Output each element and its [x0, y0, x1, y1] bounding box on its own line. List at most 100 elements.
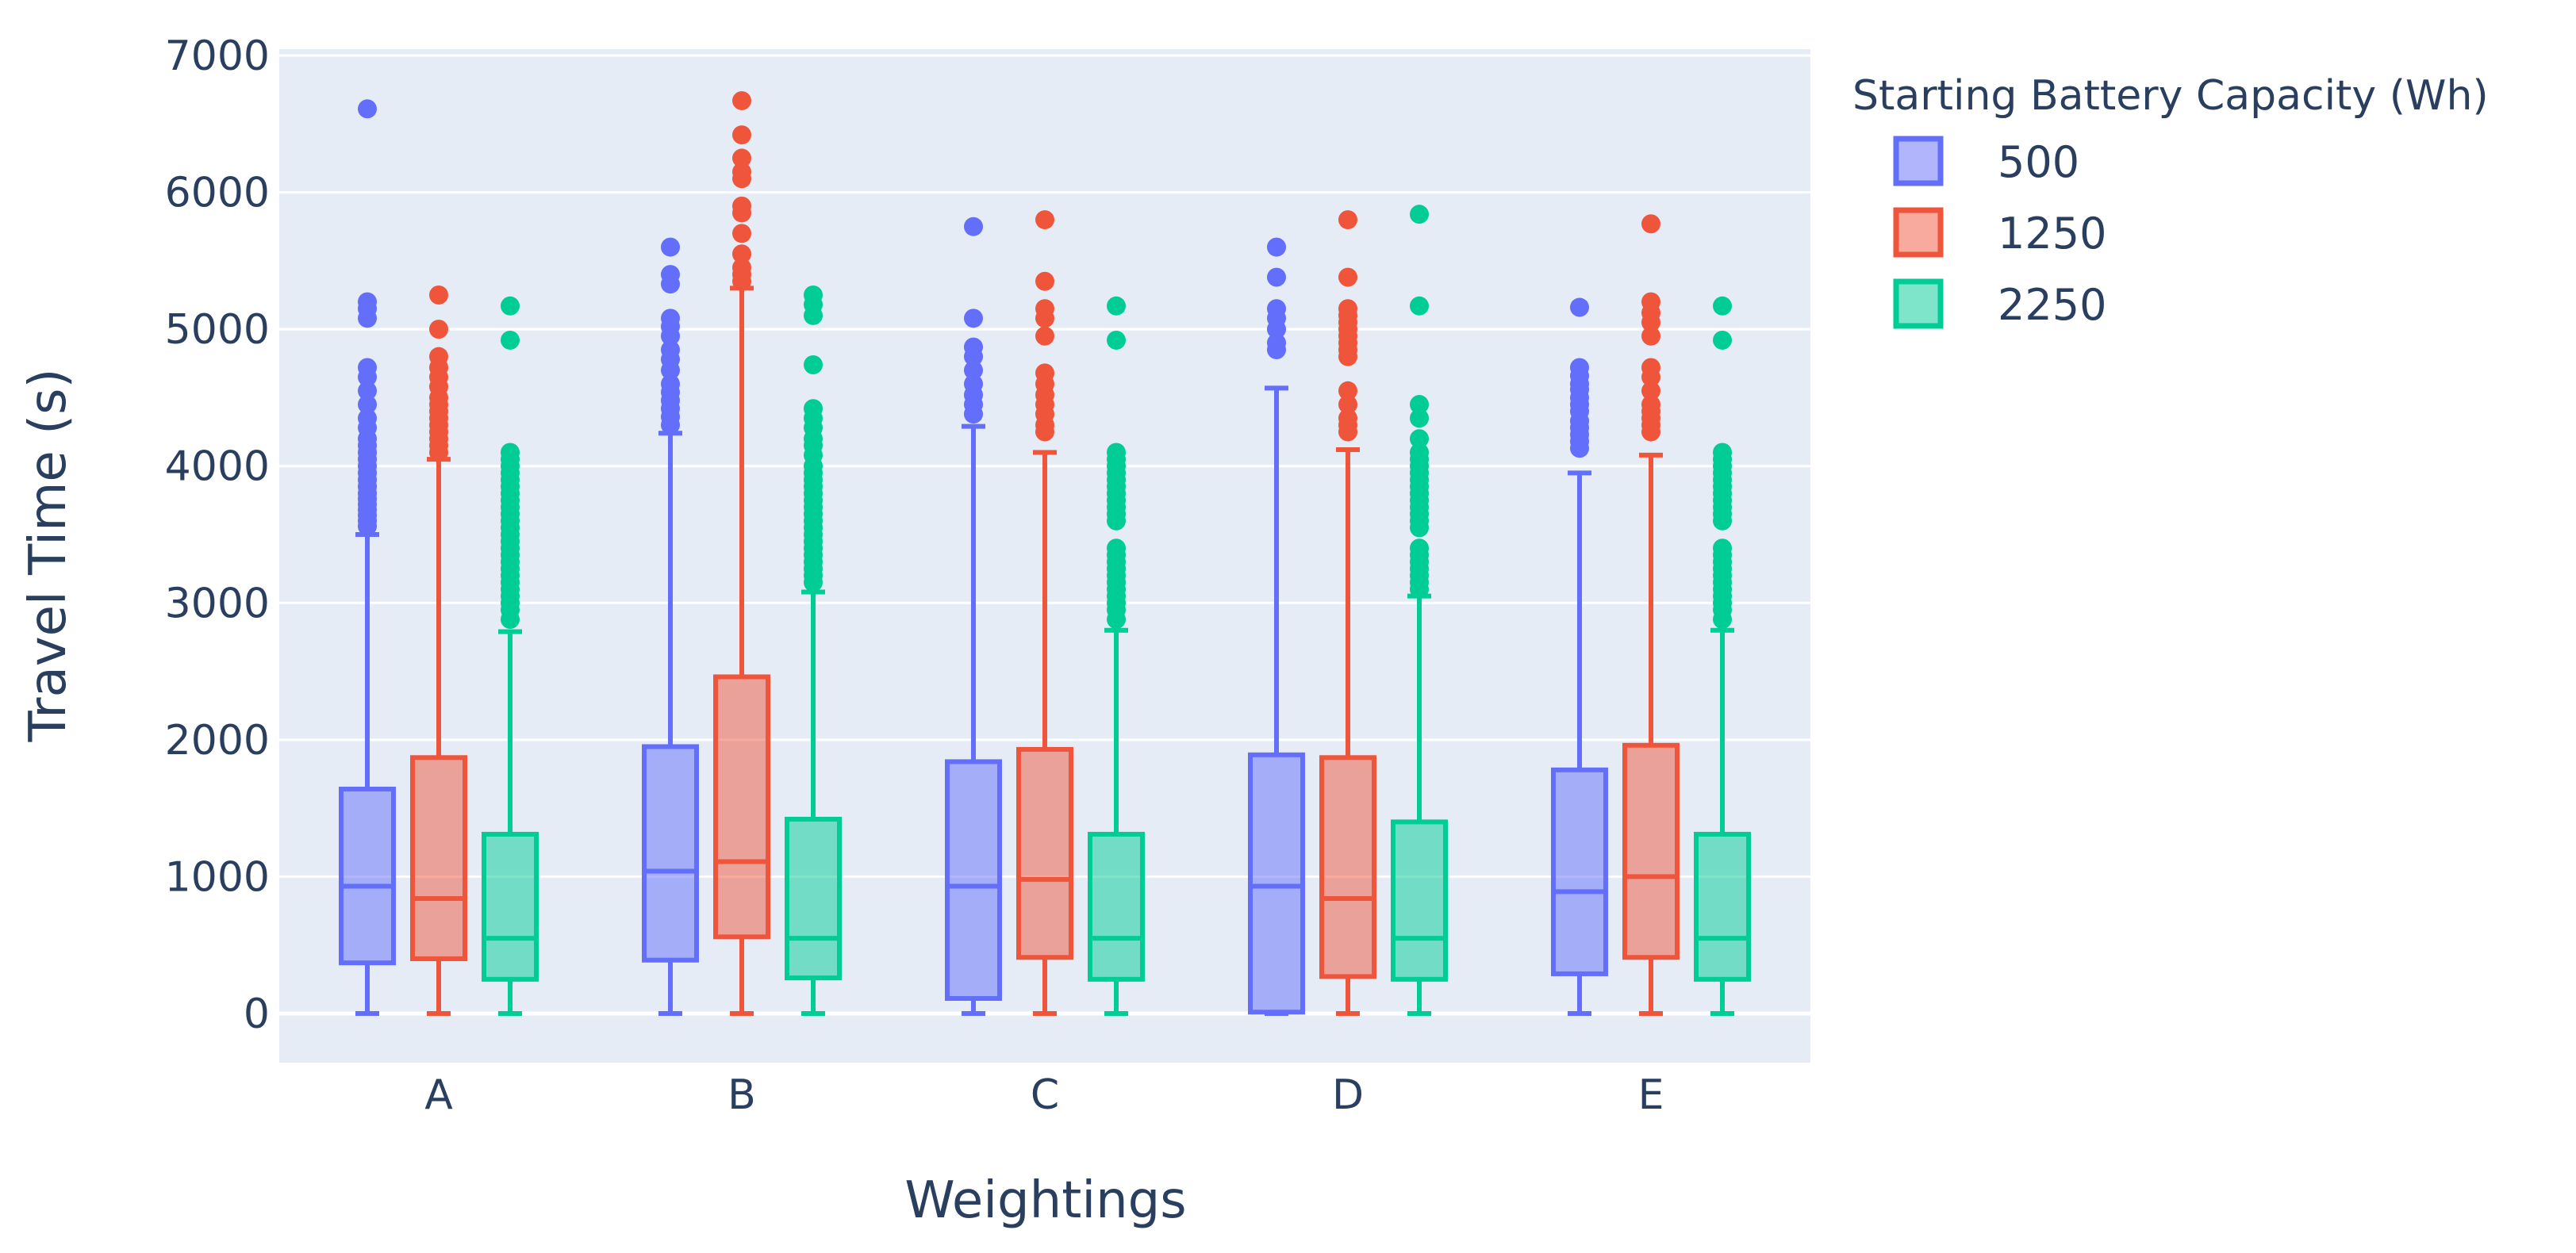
x-tick-label-B: B — [727, 1071, 756, 1119]
outlier-point — [732, 162, 751, 182]
box-D-500 — [1248, 237, 1305, 1016]
outlier-point — [1570, 358, 1589, 377]
outlier-point — [1570, 297, 1589, 317]
outlier-point — [661, 308, 680, 328]
outlier-point — [1410, 395, 1429, 415]
box-A-500 — [339, 99, 396, 1016]
iqr-box — [1391, 819, 1448, 982]
iqr-box — [1551, 767, 1608, 976]
outlier-point — [1641, 358, 1660, 377]
outlier-point — [732, 196, 751, 216]
outlier-point — [804, 355, 823, 375]
outlier-point — [1338, 267, 1357, 287]
legend-item-500: 500 — [1893, 136, 2079, 187]
outlier-point — [1641, 214, 1660, 234]
x-tick-labels: A B C D E — [424, 1071, 1664, 1119]
y-tick-label-5000: 5000 — [165, 306, 270, 354]
outlier-point — [1641, 395, 1660, 415]
outlier-point — [1410, 205, 1429, 224]
y-tick-label-7000: 7000 — [165, 33, 270, 80]
outlier-point — [1267, 237, 1286, 257]
outlier-point — [964, 337, 983, 357]
legend-label: 2250 — [1998, 280, 2106, 330]
legend-label: 1250 — [1998, 209, 2106, 259]
iqr-box — [1016, 746, 1073, 960]
outlier-point — [358, 395, 377, 415]
outlier-point — [501, 330, 520, 350]
outlier-point — [501, 296, 520, 316]
outlier-point — [429, 347, 448, 366]
outlier-point — [661, 340, 680, 360]
iqr-box — [339, 786, 396, 966]
outlier-point — [1641, 326, 1660, 346]
y-tick-labels: 0 1000 2000 3000 4000 5000 6000 7000 — [165, 33, 270, 1038]
outlier-point — [661, 374, 680, 394]
iqr-box — [945, 759, 1002, 1002]
box-E-2250 — [1694, 296, 1751, 1016]
outlier-point — [732, 90, 751, 110]
box-traces — [339, 90, 1751, 1016]
y-tick-label-3000: 3000 — [165, 580, 270, 627]
box-A-1250 — [410, 285, 467, 1016]
y-tick-label-4000: 4000 — [165, 443, 270, 491]
outlier-point — [1410, 296, 1429, 316]
y-axis-title: Travel Time (s) — [19, 369, 78, 743]
y-tick-label-6000: 6000 — [165, 170, 270, 217]
outlier-point — [1713, 330, 1732, 350]
iqr-box — [713, 674, 770, 940]
box-E-500 — [1551, 297, 1608, 1016]
outlier-point — [1035, 271, 1054, 291]
legend-label: 500 — [1998, 137, 2079, 187]
legend-item-2250: 2250 — [1893, 278, 2106, 330]
outlier-point — [1035, 210, 1054, 230]
y-tick-label-0: 0 — [244, 991, 270, 1038]
iqr-box — [642, 744, 699, 963]
x-axis-title: Weightings — [904, 1171, 1186, 1230]
outlier-point — [1267, 299, 1286, 319]
outlier-point — [1410, 429, 1429, 449]
box-D-2250 — [1391, 205, 1448, 1016]
outlier-point — [1410, 408, 1429, 428]
iqr-box — [410, 755, 467, 961]
box-B-2250 — [785, 285, 842, 1016]
box-B-500 — [642, 237, 699, 1016]
y-tick-label-2000: 2000 — [165, 717, 270, 764]
outlier-point — [429, 285, 448, 305]
outlier-point — [964, 374, 983, 394]
outlier-point — [732, 148, 751, 168]
outlier-point — [804, 399, 823, 419]
outlier-point — [358, 408, 377, 428]
outlier-point — [964, 360, 983, 380]
outlier-point — [1107, 330, 1126, 350]
box-C-500 — [945, 216, 1002, 1016]
outlier-point — [964, 216, 983, 236]
x-tick-label-E: E — [1638, 1071, 1664, 1119]
outlier-point — [732, 224, 751, 243]
outlier-point — [1338, 299, 1357, 319]
outlier-point — [358, 358, 377, 377]
outlier-point — [429, 320, 448, 339]
outlier-point — [1713, 443, 1732, 462]
iqr-box — [482, 831, 539, 982]
legend-item-1250: 1250 — [1893, 207, 2106, 259]
outlier-point — [661, 237, 680, 257]
box-C-2250 — [1088, 296, 1145, 1016]
box-E-1250 — [1622, 214, 1680, 1016]
box-C-1250 — [1016, 210, 1073, 1016]
outlier-point — [501, 443, 520, 462]
legend-title: Starting Battery Capacity (Wh) — [1852, 72, 2489, 120]
outlier-point — [1267, 333, 1286, 353]
outlier-point — [964, 308, 983, 328]
outlier-point — [732, 244, 751, 264]
x-tick-label-C: C — [1031, 1071, 1059, 1119]
iqr-box — [1694, 831, 1751, 982]
outlier-point — [1107, 443, 1126, 462]
outlier-point — [358, 99, 377, 119]
outlier-point — [1267, 267, 1286, 287]
outlier-point — [732, 258, 751, 278]
outlier-point — [1035, 299, 1054, 319]
outlier-point — [1338, 381, 1357, 400]
outlier-point — [1035, 326, 1054, 346]
box-D-1250 — [1319, 210, 1376, 1016]
